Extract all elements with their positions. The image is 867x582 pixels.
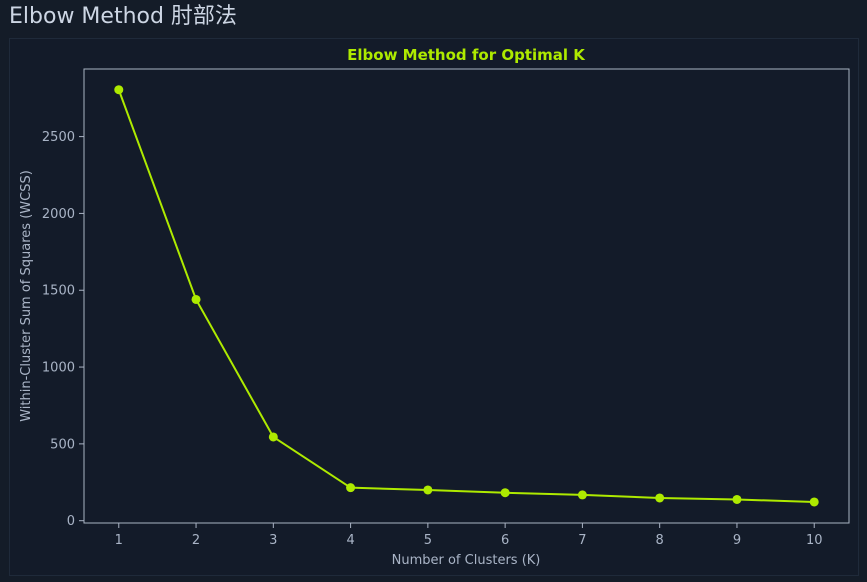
data-point [809, 497, 819, 507]
y-tick-label: 0 [67, 514, 75, 529]
x-axis-label: Number of Clusters (K) [392, 553, 541, 568]
series-line [117, 89, 815, 503]
chart-card [9, 38, 859, 576]
x-tick-label: 10 [806, 533, 823, 548]
data-point [268, 432, 278, 442]
y-tick-label: 1500 [42, 284, 75, 299]
x-tick-label: 9 [733, 533, 741, 548]
x-tick-label: 3 [269, 533, 277, 548]
data-point [423, 485, 433, 495]
data-point [114, 85, 124, 95]
x-tick-label: 1 [115, 533, 123, 548]
data-point [346, 483, 356, 493]
x-tick-label: 6 [501, 533, 509, 548]
y-axis: 0 500 1000 1500 2000 2500 [42, 130, 84, 529]
x-tick-label: 5 [424, 533, 432, 548]
y-tick-label: 2000 [42, 207, 75, 222]
data-point [500, 488, 510, 498]
y-tick-label: 2500 [42, 130, 75, 145]
x-tick-label: 8 [656, 533, 664, 548]
data-point [191, 294, 201, 304]
page-title: Elbow Method 肘部法 [9, 4, 237, 29]
x-tick-label: 2 [192, 533, 200, 548]
data-point [732, 494, 742, 504]
data-point [655, 493, 665, 503]
data-points [114, 85, 819, 507]
data-point [577, 490, 587, 500]
chart-title: Elbow Method for Optimal K [347, 46, 586, 64]
x-tick-label: 7 [578, 533, 586, 548]
y-tick-label: 500 [50, 437, 75, 452]
x-axis: 1 2 3 4 5 6 7 8 9 10 [115, 523, 823, 548]
y-axis-label: Within-Cluster Sum of Squares (WCSS) [19, 170, 34, 422]
x-tick-label: 4 [346, 533, 354, 548]
y-tick-label: 1000 [42, 361, 75, 376]
plot-area-frame [83, 68, 850, 524]
